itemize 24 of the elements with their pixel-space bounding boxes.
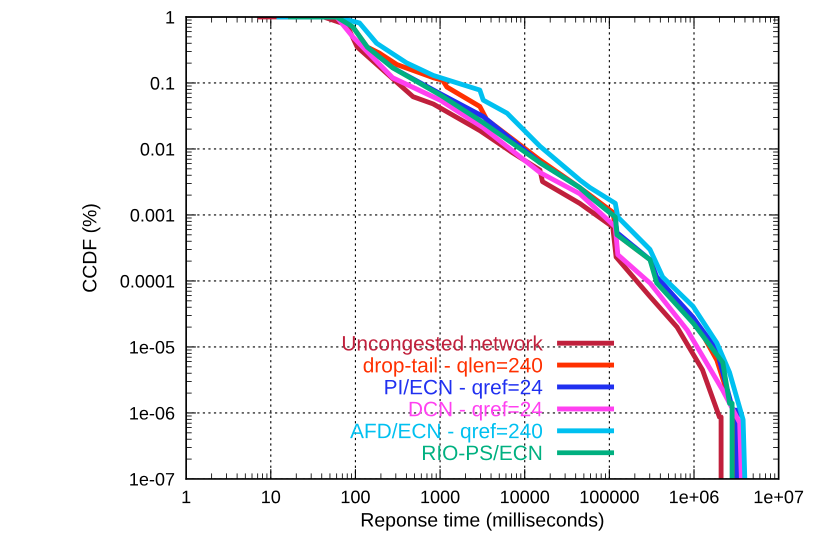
y-tick-label: 1e-05 xyxy=(130,340,174,354)
x-tick-label: 1000 xyxy=(421,490,460,504)
y-tick-label: 0.001 xyxy=(130,208,174,222)
legend-label: Uncongested network xyxy=(342,335,543,355)
legend-label: RIO-PS/ECN xyxy=(423,444,542,460)
legend-label: PI/ECN - qref=24 xyxy=(385,379,542,399)
legend-label: AFD/ECN - qref=240 xyxy=(350,423,542,442)
y-tick-label: 0.01 xyxy=(140,142,174,156)
legend-label: DCN - qref=24 xyxy=(410,401,542,421)
x-axis-title: Reponse time (milliseconds) xyxy=(362,512,604,531)
x-tick-label: 100 xyxy=(342,490,370,504)
y-axis-title: CCDF (%) xyxy=(82,204,100,292)
y-tick-label: 1e-06 xyxy=(130,406,174,420)
y-tick-label: 1e-07 xyxy=(130,472,174,486)
x-tick-label: 100000 xyxy=(580,490,639,504)
y-tick-label: 0.0001 xyxy=(120,274,174,288)
x-tick-label: 10 xyxy=(262,490,280,504)
legend-label: drop-tail - qlen=240 xyxy=(364,357,542,377)
y-tick-label: 0.1 xyxy=(150,76,174,90)
x-tick-label: 1 xyxy=(182,490,190,504)
x-tick-label: 1e+07 xyxy=(754,490,804,504)
x-tick-label: 10000 xyxy=(500,490,550,504)
y-tick-label: 1 xyxy=(166,11,174,24)
x-tick-label: 1e+06 xyxy=(670,490,719,504)
